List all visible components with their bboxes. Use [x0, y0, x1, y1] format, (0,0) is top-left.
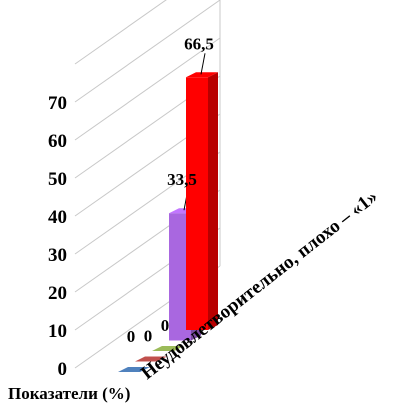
- y-tick-label: 40: [48, 207, 67, 228]
- y-tick-label: 30: [48, 245, 67, 266]
- y-tick-label: 60: [48, 131, 67, 152]
- gridlines: [74, 0, 221, 369]
- bars: [118, 53, 218, 372]
- bar-front: [169, 213, 191, 341]
- bar: [135, 356, 167, 362]
- data-label: 0: [144, 327, 153, 346]
- gridline: [74, 37, 221, 141]
- y-tick-label: 20: [48, 283, 67, 304]
- bar-top: [152, 346, 184, 351]
- y-tick-label: 0: [58, 359, 68, 380]
- y-tick-label: 10: [48, 321, 67, 342]
- label-leader: [200, 53, 206, 75]
- data-label: 33,5: [167, 170, 197, 189]
- data-label: 0: [161, 316, 170, 335]
- bar-top: [135, 356, 167, 362]
- bar: [152, 346, 184, 351]
- y-tick-label: 50: [48, 169, 67, 190]
- bar: [186, 53, 218, 331]
- bar-front: [186, 77, 208, 330]
- gridline: [74, 0, 167, 65]
- bar-top: [186, 72, 218, 78]
- bar: [118, 367, 150, 372]
- bar-side: [208, 72, 218, 331]
- data-label: 0: [127, 327, 136, 346]
- data-label: 66,5: [184, 34, 214, 53]
- y-tick-labels: 0 10 20 30 40 50 60 70: [48, 93, 67, 380]
- y-axis-label: Показатели (%): [8, 384, 130, 403]
- gridline: [74, 0, 221, 103]
- bar-top: [118, 367, 150, 372]
- y-tick-label: 70: [48, 93, 67, 114]
